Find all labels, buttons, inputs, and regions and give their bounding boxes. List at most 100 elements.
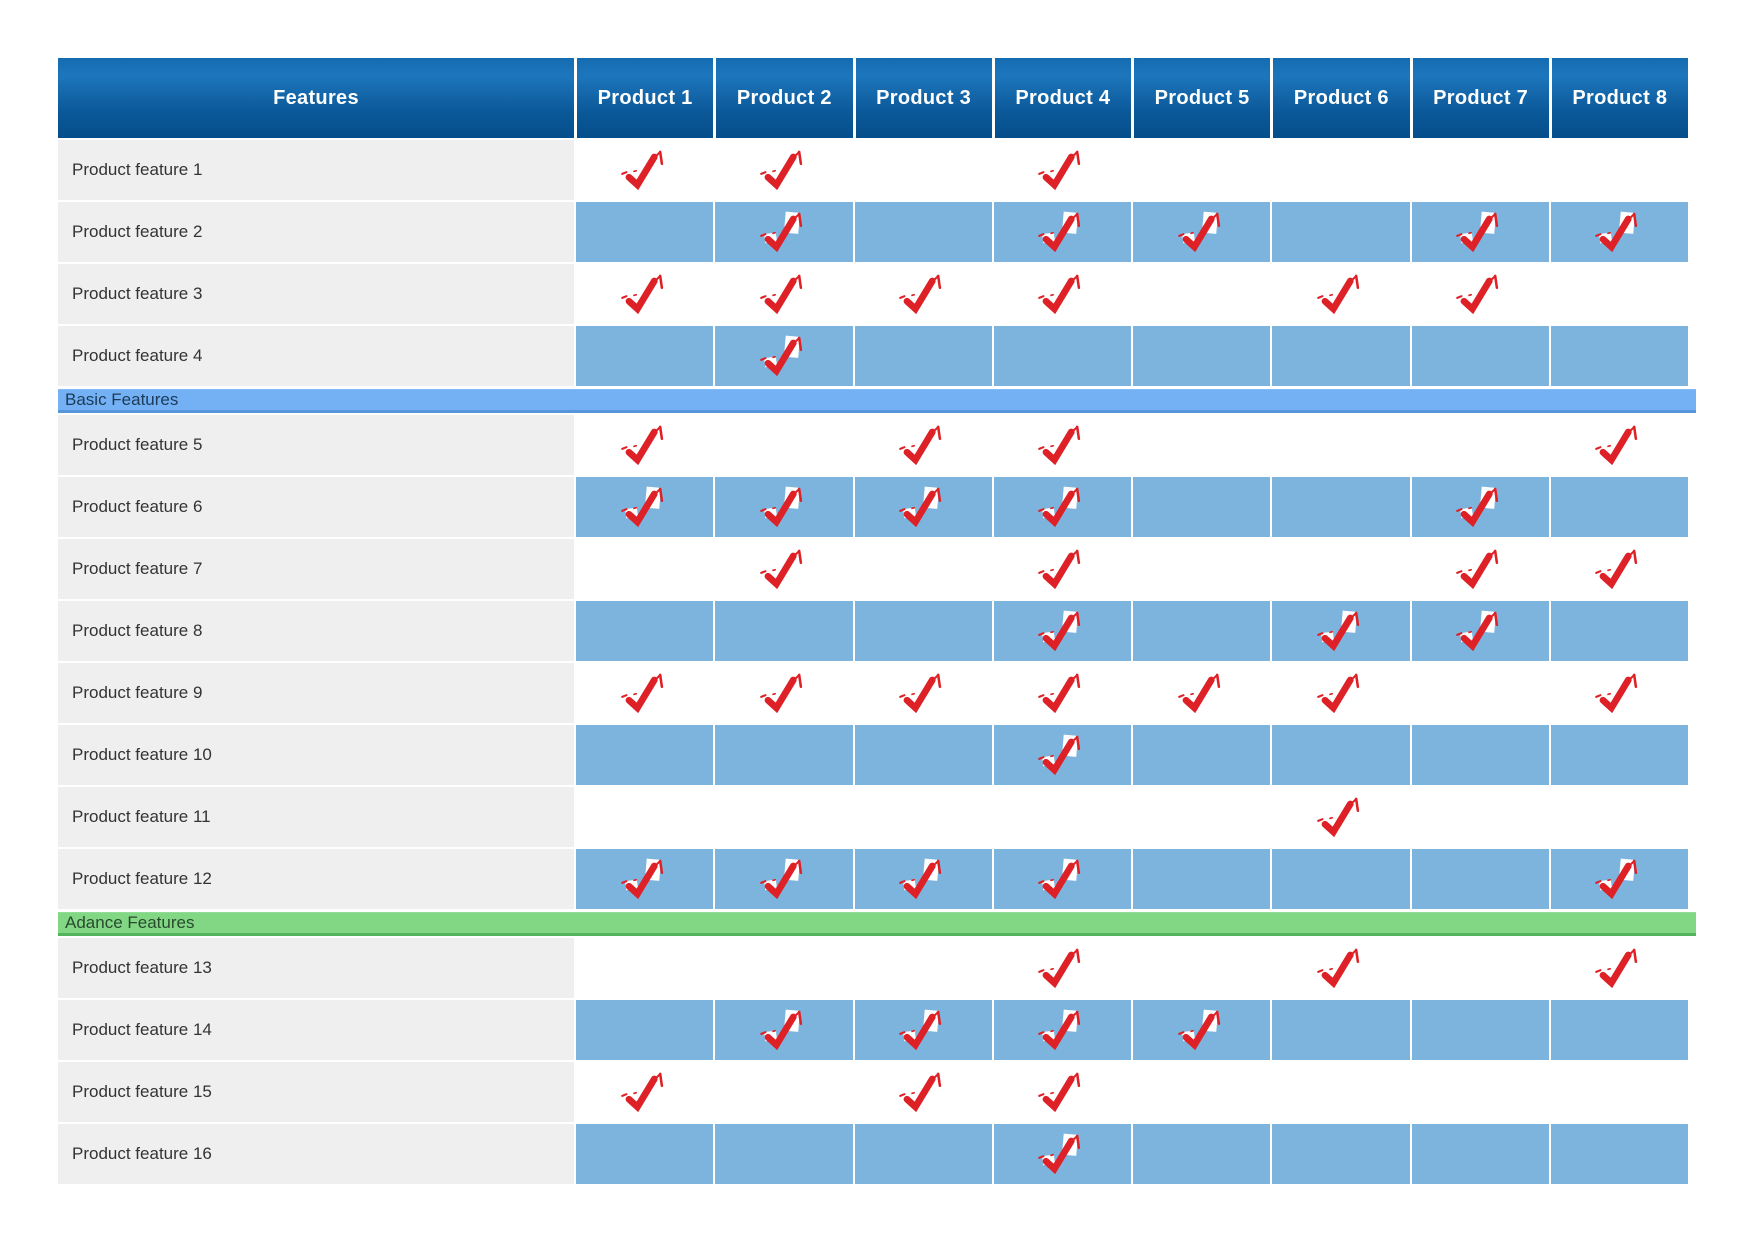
feature-cell-product-3 <box>852 663 992 723</box>
feature-cell-product-6 <box>1270 415 1410 475</box>
check-icon <box>1317 610 1360 651</box>
feature-cell-product-7 <box>1409 849 1549 909</box>
feature-cell-product-2 <box>713 1062 853 1122</box>
feature-cell-product-8 <box>1548 725 1688 785</box>
feature-label: Product feature 6 <box>58 477 574 537</box>
column-header-product-4: Product 4 <box>991 58 1131 138</box>
check-icon <box>1177 1009 1220 1050</box>
check-icon <box>899 1071 942 1112</box>
check-icon <box>1038 149 1081 190</box>
table-row: Product feature 7 <box>58 539 1688 599</box>
check-icon <box>1038 1133 1081 1174</box>
check-icon <box>1038 610 1081 651</box>
feature-cell-product-4 <box>991 849 1131 909</box>
feature-cell-product-8 <box>1548 787 1688 847</box>
feature-cell-product-7 <box>1409 140 1549 200</box>
feature-cell-product-1 <box>574 415 714 475</box>
feature-label: Product feature 5 <box>58 415 574 475</box>
feature-cell-product-3 <box>852 1000 992 1060</box>
check-icon <box>1038 424 1081 465</box>
feature-cell-product-5 <box>1131 326 1271 386</box>
feature-cell-product-2 <box>713 415 853 475</box>
check-icon <box>1456 548 1499 589</box>
feature-cell-product-8 <box>1548 415 1688 475</box>
table-row: Product feature 16 <box>58 1124 1688 1184</box>
feature-cell-product-8 <box>1548 326 1688 386</box>
feature-label: Product feature 12 <box>58 849 574 909</box>
check-icon <box>899 424 942 465</box>
check-icon <box>1456 486 1499 527</box>
feature-label: Product feature 8 <box>58 601 574 661</box>
feature-cell-product-4 <box>991 938 1131 998</box>
feature-cell-product-5 <box>1131 601 1271 661</box>
feature-cell-product-6 <box>1270 1124 1410 1184</box>
feature-cell-product-4 <box>991 787 1131 847</box>
check-icon <box>1038 548 1081 589</box>
feature-cell-product-3 <box>852 787 992 847</box>
check-icon <box>620 858 663 899</box>
feature-cell-product-3 <box>852 938 992 998</box>
check-icon <box>1317 796 1360 837</box>
comparison-table: Features Product 1 Product 2 Product 3 Prod… <box>58 58 1696 1186</box>
feature-cell-product-8 <box>1548 539 1688 599</box>
feature-cell-product-5 <box>1131 1062 1271 1122</box>
column-header-product-3: Product 3 <box>852 58 992 138</box>
check-icon <box>1177 211 1220 252</box>
check-icon <box>1595 548 1638 589</box>
table-row: Product feature 11 <box>58 787 1688 847</box>
feature-cell-product-5 <box>1131 415 1271 475</box>
table-row: Product feature 4 <box>58 326 1688 386</box>
check-icon <box>1456 273 1499 314</box>
column-header-product-2: Product 2 <box>713 58 853 138</box>
check-icon <box>1038 273 1081 314</box>
check-icon <box>899 486 942 527</box>
table-row: Product feature 13 <box>58 938 1688 998</box>
feature-cell-product-8 <box>1548 1000 1688 1060</box>
feature-cell-product-5 <box>1131 663 1271 723</box>
feature-label: Product feature 4 <box>58 326 574 386</box>
feature-cell-product-7 <box>1409 1124 1549 1184</box>
feature-cell-product-3 <box>852 725 992 785</box>
feature-cell-product-4 <box>991 725 1131 785</box>
check-icon <box>760 548 803 589</box>
table-row: Product feature 10 <box>58 725 1688 785</box>
feature-cell-product-6 <box>1270 1062 1410 1122</box>
section-band-basic: Basic Features <box>58 389 1696 413</box>
check-icon <box>1595 424 1638 465</box>
feature-cell-product-7 <box>1409 1000 1549 1060</box>
check-icon <box>899 672 942 713</box>
feature-cell-product-6 <box>1270 938 1410 998</box>
feature-cell-product-7 <box>1409 725 1549 785</box>
feature-label: Product feature 15 <box>58 1062 574 1122</box>
feature-cell-product-2 <box>713 601 853 661</box>
feature-cell-product-1 <box>574 326 714 386</box>
feature-label: Product feature 1 <box>58 140 574 200</box>
feature-cell-product-8 <box>1548 1062 1688 1122</box>
feature-cell-product-8 <box>1548 663 1688 723</box>
feature-cell-product-1 <box>574 140 714 200</box>
column-header-product-1: Product 1 <box>574 58 714 138</box>
feature-cell-product-8 <box>1548 601 1688 661</box>
feature-cell-product-7 <box>1409 663 1549 723</box>
check-icon <box>1177 672 1220 713</box>
check-icon <box>899 858 942 899</box>
feature-cell-product-1 <box>574 539 714 599</box>
check-icon <box>1038 858 1081 899</box>
feature-cell-product-7 <box>1409 202 1549 262</box>
check-icon <box>1038 1009 1081 1050</box>
feature-cell-product-6 <box>1270 477 1410 537</box>
feature-cell-product-2 <box>713 787 853 847</box>
header-row: Features Product 1 Product 2 Product 3 Prod… <box>58 58 1688 138</box>
check-icon <box>620 424 663 465</box>
table-row: Product feature 9 <box>58 663 1688 723</box>
feature-cell-product-5 <box>1131 539 1271 599</box>
check-icon <box>1038 947 1081 988</box>
feature-cell-product-3 <box>852 539 992 599</box>
feature-label: Product feature 7 <box>58 539 574 599</box>
feature-cell-product-1 <box>574 264 714 324</box>
feature-label: Product feature 16 <box>58 1124 574 1184</box>
feature-cell-product-8 <box>1548 140 1688 200</box>
features-column-header: Features <box>58 58 574 138</box>
feature-cell-product-3 <box>852 202 992 262</box>
feature-cell-product-4 <box>991 415 1131 475</box>
